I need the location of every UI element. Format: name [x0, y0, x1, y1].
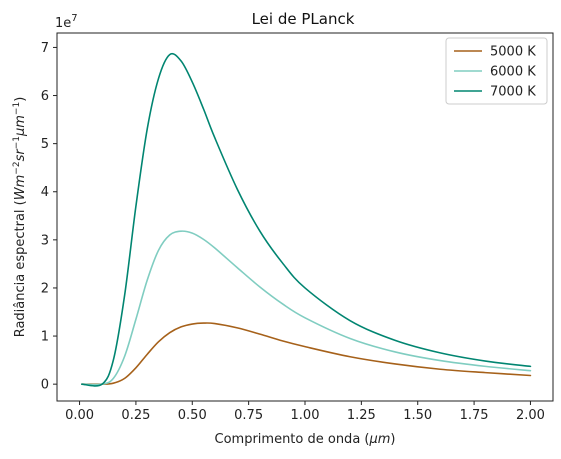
y-multiplier-base: 1e: [55, 16, 71, 31]
y-tick-label: 7: [41, 41, 49, 56]
x-tick-label: 0.00: [65, 408, 94, 423]
y-label-suffix: ): [13, 97, 28, 102]
y-tick-label: 4: [41, 185, 49, 200]
x-label-unit: μm: [368, 432, 390, 447]
y-label-prefix: Radiância espectral (: [13, 200, 28, 337]
y-axis-multiplier: 1e7: [55, 13, 78, 31]
plot-lines: [81, 52, 532, 387]
y-multiplier-exponent: 7: [71, 13, 77, 24]
series-line-3: [81, 52, 532, 387]
legend-label: 5000 K: [490, 45, 536, 60]
x-label-suffix: ): [390, 432, 395, 447]
legend: 5000 K 6000 K 7000 K: [445, 37, 548, 105]
y-axis-label: Radiância espectral (Wm−2sr−1μm−1): [12, 97, 28, 338]
x-tick-label: 2.00: [516, 408, 545, 423]
x-tick-label: 0.25: [121, 408, 150, 423]
legend-box: [445, 37, 548, 105]
legend-label: 6000 K: [490, 65, 536, 80]
chart-title: Lei de PLanck: [252, 10, 355, 28]
x-tick-label: 1.50: [403, 408, 432, 423]
y-tick-label: 1: [41, 330, 49, 345]
series-line-1: [81, 322, 532, 386]
x-tick-label: 0.50: [178, 408, 207, 423]
y-tick-label: 0: [41, 378, 49, 393]
x-tick-label: 1.25: [347, 408, 376, 423]
y-tick-label: 5: [41, 137, 49, 152]
y-tick-label: 2: [41, 281, 49, 296]
x-axis-label: Comprimento de onda (μm): [215, 432, 396, 447]
x-tick-label: 1.00: [291, 408, 320, 423]
y-tick-label: 3: [41, 233, 49, 248]
series-line-2: [81, 230, 532, 386]
legend-label: 7000 K: [490, 85, 536, 100]
x-axis-ticks: 0.00 0.25 0.50 0.75 1.00 1.25 1.50 1.75 2.00: [65, 401, 545, 423]
y-axis-ticks: 0 1 2 3 4 5 6 7: [41, 41, 57, 393]
y-tick-label: 6: [41, 89, 49, 104]
x-tick-label: 0.75: [234, 408, 263, 423]
x-label-prefix: Comprimento de onda (: [215, 432, 370, 447]
x-tick-label: 1.75: [460, 408, 489, 423]
